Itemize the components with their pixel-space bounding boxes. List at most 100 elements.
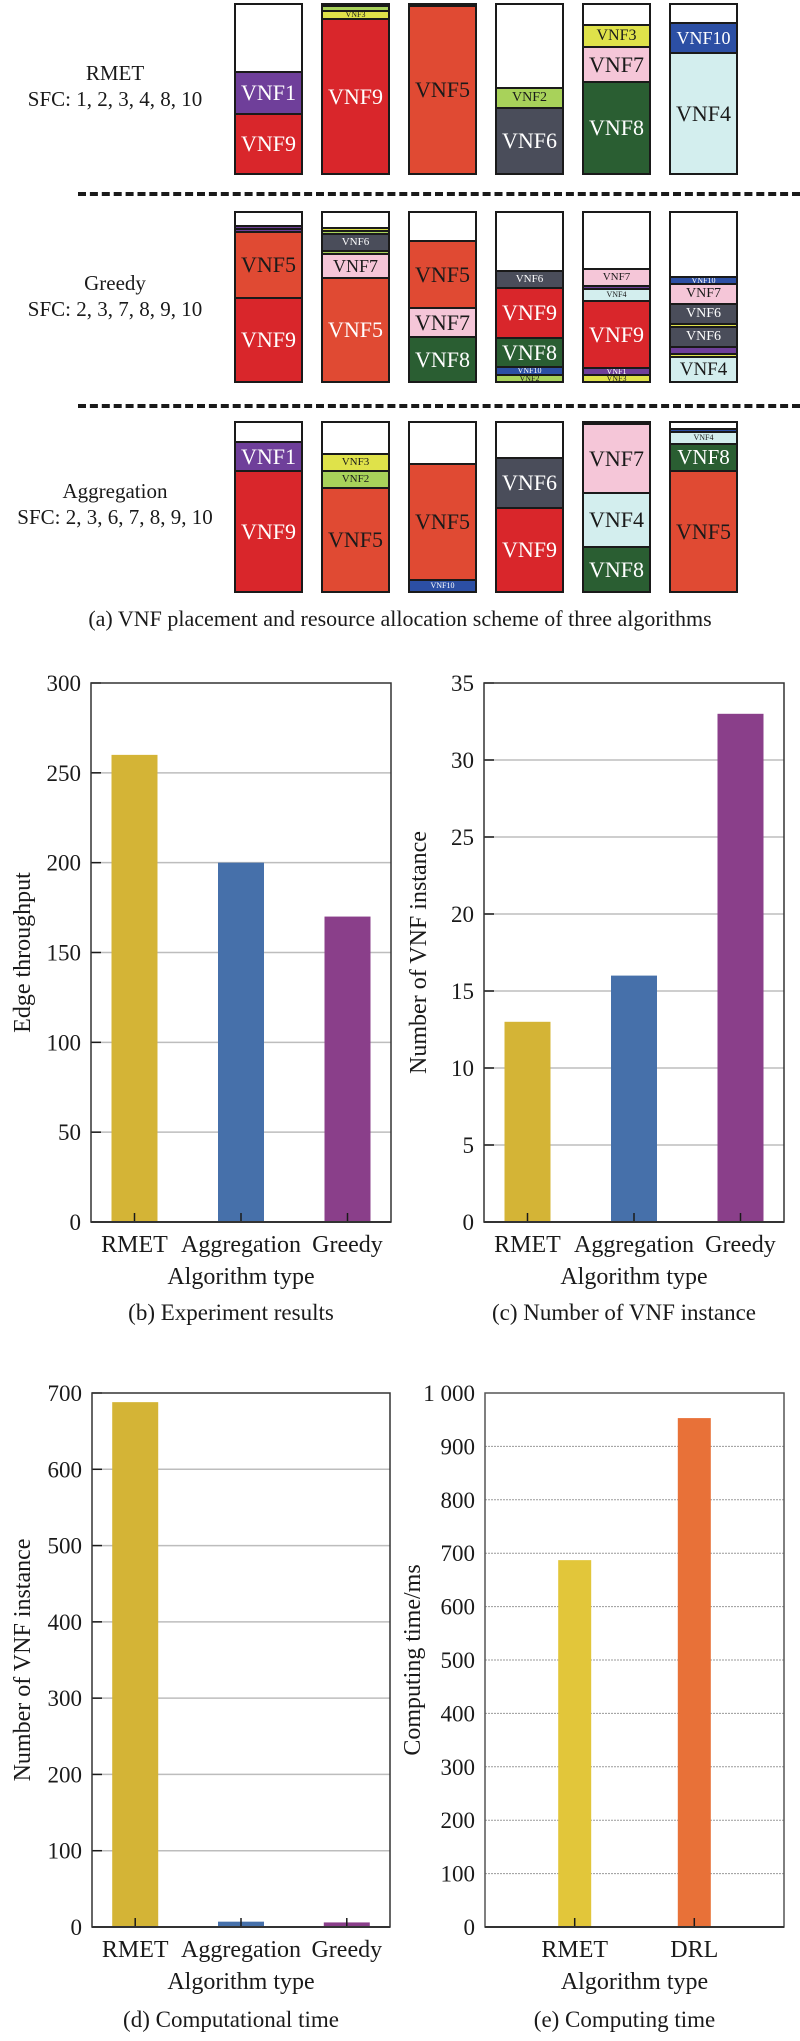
vnf-label: VNF7 [602,271,631,283]
y-tick-label: 50 [58,1120,81,1145]
x-tick-label: Aggregation [181,1232,301,1258]
vnf-segment-vnf1: VNF1 [236,71,301,113]
vnf-label: VNF2 [341,473,370,485]
bar-greedy [717,713,764,1222]
vnf-segment-vnf6: VNF6 [497,107,562,173]
y-axis-label: Number of VNF instance [10,1539,36,1782]
server-2: VNF5 VNF7 VNF6 [321,211,390,383]
vnf-segment-vnf4: VNF4 [671,52,736,173]
algorithm-label-rmet: RMET SFC: 1, 2, 3, 4, 8, 10 [0,60,230,112]
vnf-segment-vnf2: VNF2 [497,87,562,107]
vnf-label: VNF1 [240,443,296,469]
server-6: VNF4 VNF10 [669,3,738,175]
server-5: VNF8 VNF7 VNF3 [582,3,651,175]
vnf-segment-vnf3: VNF3 [584,24,649,46]
y-tick-label: 5 [463,1133,475,1158]
vnf-label: VNF4 [606,290,627,299]
vnf-segment-vnf7: VNF7 [410,307,475,336]
vnf-label: VNF10 [430,581,455,590]
y-tick-label: 35 [451,671,474,696]
vnf-label: VNF2 [519,374,540,381]
vnf-segment-vnf1 [584,285,649,288]
x-tick-label: Aggregation [574,1232,694,1258]
vnf-label: VNF9 [240,518,296,544]
vnf-segment-vnf9: VNF9 [584,300,649,367]
vnf-segment-vnf4: VNF4 [671,356,736,381]
bar-aggregation [611,975,657,1222]
vnf-segment-vnf10: VNF10 [671,22,736,52]
vnf-segment-vnf4: VNF4 [671,431,736,443]
vnf-segment-vnf8: VNF8 [584,546,649,591]
server-4: VNF9 VNF6 [495,421,564,593]
vnf-label: VNF6 [501,470,557,495]
vnf-segment-vnf10: VNF10 [410,579,475,591]
x-tick-label: Greedy [705,1232,776,1258]
vnf-label: VNF6 [501,128,557,153]
chart-caption: (e) Computing time [534,2007,715,2032]
vnf-label: VNF10 [691,276,716,283]
vnf-label: VNF7 [332,256,378,276]
y-tick-label: 0 [71,1915,83,1940]
y-axis-label: Computing time/ms [400,1564,426,1755]
bar-aggregation [218,1921,264,1927]
vnf-label: VNF5 [675,518,731,544]
vnf-segment-vnf7: VNF7 [584,46,649,81]
vnf-label: VNF8 [588,556,644,582]
sfc-list: SFC: 1, 2, 3, 4, 8, 10 [27,87,203,111]
x-axis-label: Algorithm type [167,1969,314,1995]
vnf-segment-vnf3 [323,227,388,230]
bar-greedy [323,1922,370,1927]
vnf-segment-vnf8: VNF8 [410,336,475,381]
vnf-segment-vnf3: VNF3 [584,374,649,381]
vnf-segment-vnf5: VNF5 [236,231,301,297]
chart-caption: (c) Number of VNF instance [492,1300,756,1325]
chart-c: 0 5 10 15 20 25 30 35 RMET Aggregation Greedy Algor… [406,671,785,1325]
algorithm-name: RMET [85,61,145,85]
y-tick-label: 300 [48,1686,83,1711]
y-tick-label: 20 [451,902,474,927]
vnf-segment-vnf9: VNF9 [236,470,301,591]
vnf-segment-vnf1 [236,225,301,228]
y-tick-label: 500 [48,1534,83,1559]
y-tick-label: 150 [47,941,82,966]
y-axis-label: Number of VNF instance [406,831,432,1074]
vnf-segment-vnf10: VNF10 [497,366,562,374]
y-tick-label: 100 [441,1862,476,1887]
chart-caption: (d) Computational time [123,2007,339,2032]
vnf-segment-vnf9: VNF9 [323,18,388,173]
y-tick-label: 200 [48,1762,83,1787]
vnf-segment-vnf7: VNF7 [584,268,649,285]
vnf-segment-vnf2 [323,230,388,233]
vnf-label: VNF5 [414,77,470,102]
y-tick-label: 500 [441,1648,476,1673]
vnf-segment-vnf7: VNF7 [323,253,388,277]
y-tick-label: 0 [463,1210,475,1235]
vnf-label: VNF1 [606,367,627,374]
vnf-label: VNF9 [327,83,383,109]
vnf-label: VNF9 [240,131,296,156]
vnf-segment-vnf10 [671,428,736,431]
chart-caption: (b) Experiment results [128,1300,334,1325]
vnf-label: VNF5 [327,527,383,552]
vnf-segment-vnf8: VNF8 [671,443,736,470]
vnf-label: VNF8 [501,339,557,365]
vnf-segment-vnf5: VNF5 [323,487,388,591]
vnf-segment-vnf2 [323,250,388,253]
plot-frame [483,682,785,1223]
x-axis-label: Algorithm type [561,1969,708,1995]
vnf-segment-vnf4: VNF4 [584,288,649,300]
vnf-segment-vnf5: VNF5 [671,470,736,591]
vnf-label: VNF10 [676,28,731,48]
vnf-label: VNF1 [240,80,296,105]
vnf-segment-vnf9: VNF9 [497,507,562,591]
vnf-label: VNF2 [511,90,547,105]
x-tick-label: RMET [494,1232,561,1258]
y-tick-label: 300 [441,1755,476,1780]
y-tick-label: 400 [441,1701,476,1726]
vnf-segment-vnf6: VNF6 [497,457,562,507]
server-2: VNF9 VNF3 [321,3,390,175]
server-6: VNF4 VNF6 VNF6 VNF7 VNF10 [669,211,738,383]
vnf-label: VNF3 [596,27,637,44]
vnf-label: VNF3 [606,374,627,381]
vnf-segment-vnf3 [671,353,736,356]
